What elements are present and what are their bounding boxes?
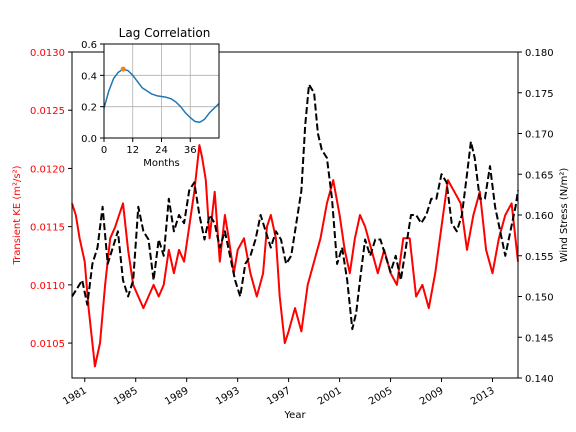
left-tick-label: 0.0130 (30, 48, 65, 59)
x-tick-label: 2005 (367, 385, 395, 407)
right-tick-label: 0.140 (525, 374, 554, 385)
right-tick-label: 0.170 (525, 130, 554, 141)
inset-y-tick-label: 0.6 (81, 40, 97, 51)
wind-stress-series-line (71, 83, 519, 331)
right-tick-label: 0.155 (525, 252, 554, 263)
x-tick-label: 2013 (469, 385, 497, 407)
lag-correlation-inset: 0.0 0.2 0.4 0.6 0 12 24 36 Months Lag Correlation (81, 26, 220, 169)
left-tick-label: 0.0120 (30, 164, 65, 175)
inset-y-tick-label: 0.4 (81, 71, 97, 82)
right-tick-label: 0.180 (525, 48, 554, 59)
x-tick-label: 1989 (163, 385, 191, 407)
right-tick-label: 0.175 (525, 89, 554, 100)
x-axis-label: Year (283, 410, 306, 421)
x-tick-label: 1981 (61, 385, 89, 407)
right-axis-label: Wind Stress (N/m²) (559, 168, 570, 263)
left-tick-label: 0.0125 (30, 106, 65, 117)
inset-x-tick-label: 36 (184, 145, 197, 156)
ke-series-line (71, 144, 519, 368)
x-tick-label: 2009 (418, 385, 446, 407)
peak-marker (120, 66, 126, 72)
x-tick-label: 1985 (112, 385, 140, 407)
right-tick-label: 0.165 (525, 170, 554, 181)
left-tick-label: 0.0105 (30, 339, 65, 350)
right-tick-label: 0.145 (525, 333, 554, 344)
x-tick-label: 1997 (265, 385, 293, 407)
inset-y-tick-label: 0.0 (81, 134, 97, 145)
right-tick-label: 0.150 (525, 293, 554, 304)
x-tick-label: 1993 (214, 385, 242, 407)
inset-title: Lag Correlation (119, 26, 211, 40)
inset-x-tick-label: 24 (155, 145, 168, 156)
right-tick-label: 0.160 (525, 211, 554, 222)
inset-y-tick-label: 0.2 (81, 103, 97, 114)
left-tick-label: 0.0115 (30, 223, 65, 234)
inset-x-tick-label: 0 (101, 145, 107, 156)
inset-x-axis-label: Months (143, 158, 180, 169)
inset-x-tick-label: 12 (126, 145, 139, 156)
left-tick-label: 0.0110 (30, 281, 65, 292)
left-axis-label: Transient KE (m²/s²) (12, 165, 23, 265)
x-tick-label: 2001 (316, 385, 344, 407)
